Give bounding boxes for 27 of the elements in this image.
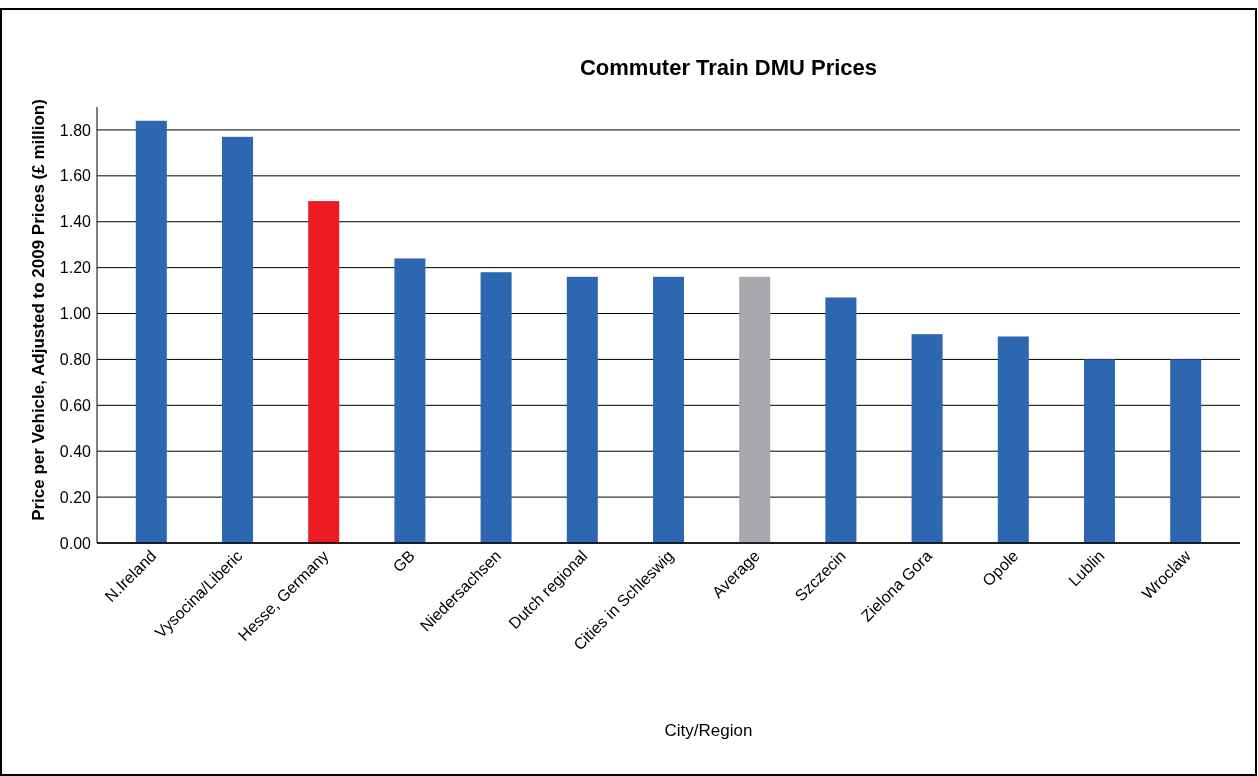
y-tick-label: 0.40 (59, 442, 92, 460)
bar (739, 276, 771, 543)
y-tick-label: 1.80 (59, 121, 92, 139)
y-tick-label: 0.80 (59, 351, 92, 369)
y-tick-label: 1.20 (59, 259, 92, 277)
bar (394, 258, 426, 543)
chart-title: Commuter Train DMU Prices (579, 55, 878, 80)
x-tick-label: GB (389, 547, 419, 576)
bar (221, 136, 254, 543)
bar (1170, 359, 1202, 543)
bar (911, 334, 943, 543)
y-tick-label: 1.60 (59, 167, 92, 185)
y-axis-title: Price per Vehicle, Adjusted to 2009 Prices (£ million) (29, 99, 48, 521)
bar (997, 336, 1029, 543)
y-tick-label: 0.20 (59, 488, 92, 506)
x-axis-title: City/Region (664, 721, 753, 740)
bar (308, 201, 340, 543)
bar (566, 276, 598, 543)
bar (480, 272, 512, 543)
y-tick-label: 0.60 (59, 396, 92, 414)
bar (135, 120, 167, 543)
y-tick-label: 0.00 (59, 534, 92, 552)
bar (652, 276, 685, 543)
y-tick-label: 1.40 (59, 213, 92, 231)
bar (825, 297, 857, 543)
y-tick-label: 1.00 (59, 305, 92, 323)
bar (1083, 359, 1116, 543)
